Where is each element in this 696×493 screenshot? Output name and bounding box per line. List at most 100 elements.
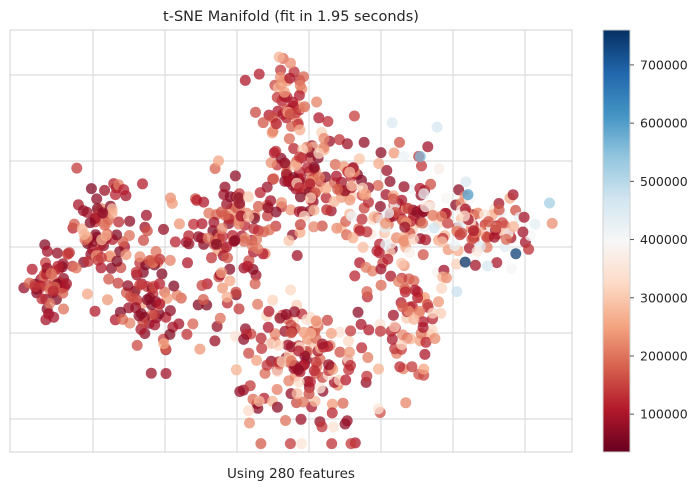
scatter-point [330, 170, 342, 182]
scatter-point [361, 226, 373, 238]
scatter-point [271, 401, 283, 413]
scatter-point [63, 247, 75, 259]
scatter-point [280, 308, 292, 320]
scatter-point [422, 141, 434, 153]
scatter-point [111, 255, 123, 267]
scatter-point [396, 257, 408, 269]
scatter-point [394, 361, 406, 373]
scatter-point [122, 280, 134, 292]
scatter-point [358, 136, 370, 148]
scatter-point [308, 204, 320, 216]
scatter-point [112, 277, 124, 289]
scatter-point [326, 398, 338, 410]
scatter-point [71, 162, 83, 174]
scatter-point [164, 305, 176, 317]
scatter-point [97, 207, 109, 219]
scatter-point [425, 178, 437, 190]
scatter-point [482, 216, 494, 228]
scatter-point [158, 223, 169, 235]
scatter-point [95, 262, 107, 274]
scatter-point [216, 206, 227, 218]
scatter-point [181, 328, 193, 340]
scatter-point [304, 376, 316, 388]
scatter-point [347, 232, 359, 244]
colorbar-tick-label: 100000 [640, 407, 688, 422]
scatter-point [418, 363, 430, 375]
scatter-point [507, 189, 519, 201]
scatter-point [230, 286, 242, 298]
scatter-point [291, 250, 303, 261]
scatter-point [100, 230, 112, 241]
scatter-point [343, 335, 354, 347]
scatter-point [316, 421, 328, 433]
scatter-point [441, 192, 453, 204]
scatter-point [279, 86, 290, 98]
scatter-point [130, 266, 142, 278]
scatter-point [426, 324, 438, 336]
scatter-point [510, 248, 522, 260]
scatter-point [154, 253, 166, 265]
scatter-point [233, 192, 245, 204]
colorbar [602, 29, 631, 453]
scatter-point [145, 367, 157, 379]
scatter-point [262, 321, 274, 333]
scatter-point [293, 376, 305, 388]
scatter-point [368, 211, 380, 223]
scatter-point [373, 363, 384, 375]
scatter-point [271, 384, 283, 395]
scatter-point [383, 207, 395, 219]
scatter-point [285, 204, 297, 216]
scatter-point [297, 396, 309, 408]
scatter-point [99, 184, 111, 196]
scatter-point [301, 314, 313, 326]
scatter-point [459, 210, 470, 222]
scatter-point [243, 405, 255, 417]
scatter-point [381, 165, 393, 176]
scatter-point [51, 247, 63, 259]
scatter-point [229, 170, 241, 182]
scatter-point [265, 157, 277, 169]
scatter-point [334, 326, 346, 338]
scatter-point [389, 321, 400, 333]
scatter-point [418, 188, 430, 200]
scatter-point [248, 223, 260, 235]
scatter-point [517, 226, 529, 238]
chart-title: t-SNE Manifold (fit in 1.95 seconds) [163, 9, 419, 25]
scatter-point [321, 314, 333, 326]
scatter-point [393, 276, 404, 287]
scatter-point [303, 388, 315, 400]
scatter-point [400, 397, 412, 409]
x-axis-label: Using 280 features [227, 466, 355, 482]
scatter-point [435, 307, 447, 319]
scatter-point [290, 160, 302, 171]
scatter-point [58, 303, 69, 315]
scatter-point [372, 403, 384, 415]
scatter-point [328, 196, 340, 208]
scatter-point [280, 415, 291, 426]
scatter-point [402, 202, 414, 214]
scatter-point [276, 356, 288, 368]
scatter-point [398, 181, 410, 193]
scatter-point [397, 329, 409, 341]
scatter-point [321, 204, 333, 216]
scatter-point [420, 201, 432, 213]
scatter-point [417, 217, 429, 229]
plot-frame [9, 29, 573, 453]
scatter-point [508, 221, 519, 232]
scatter-point [194, 343, 206, 355]
scatter-point [123, 230, 135, 241]
scatter-point [141, 294, 153, 306]
scatter-point [273, 51, 285, 63]
scatter-point [506, 263, 517, 275]
scatter-point [242, 191, 254, 203]
scatter-point [386, 333, 398, 345]
scatter-point [334, 346, 346, 358]
scatter-point [221, 291, 233, 303]
scatter-point [130, 302, 142, 314]
scatter-point [331, 222, 343, 234]
scatter-point [429, 333, 441, 344]
scatter-point [546, 217, 558, 229]
scatter-point [436, 236, 448, 248]
scatter-point [375, 263, 387, 275]
scatter-point [408, 275, 420, 287]
